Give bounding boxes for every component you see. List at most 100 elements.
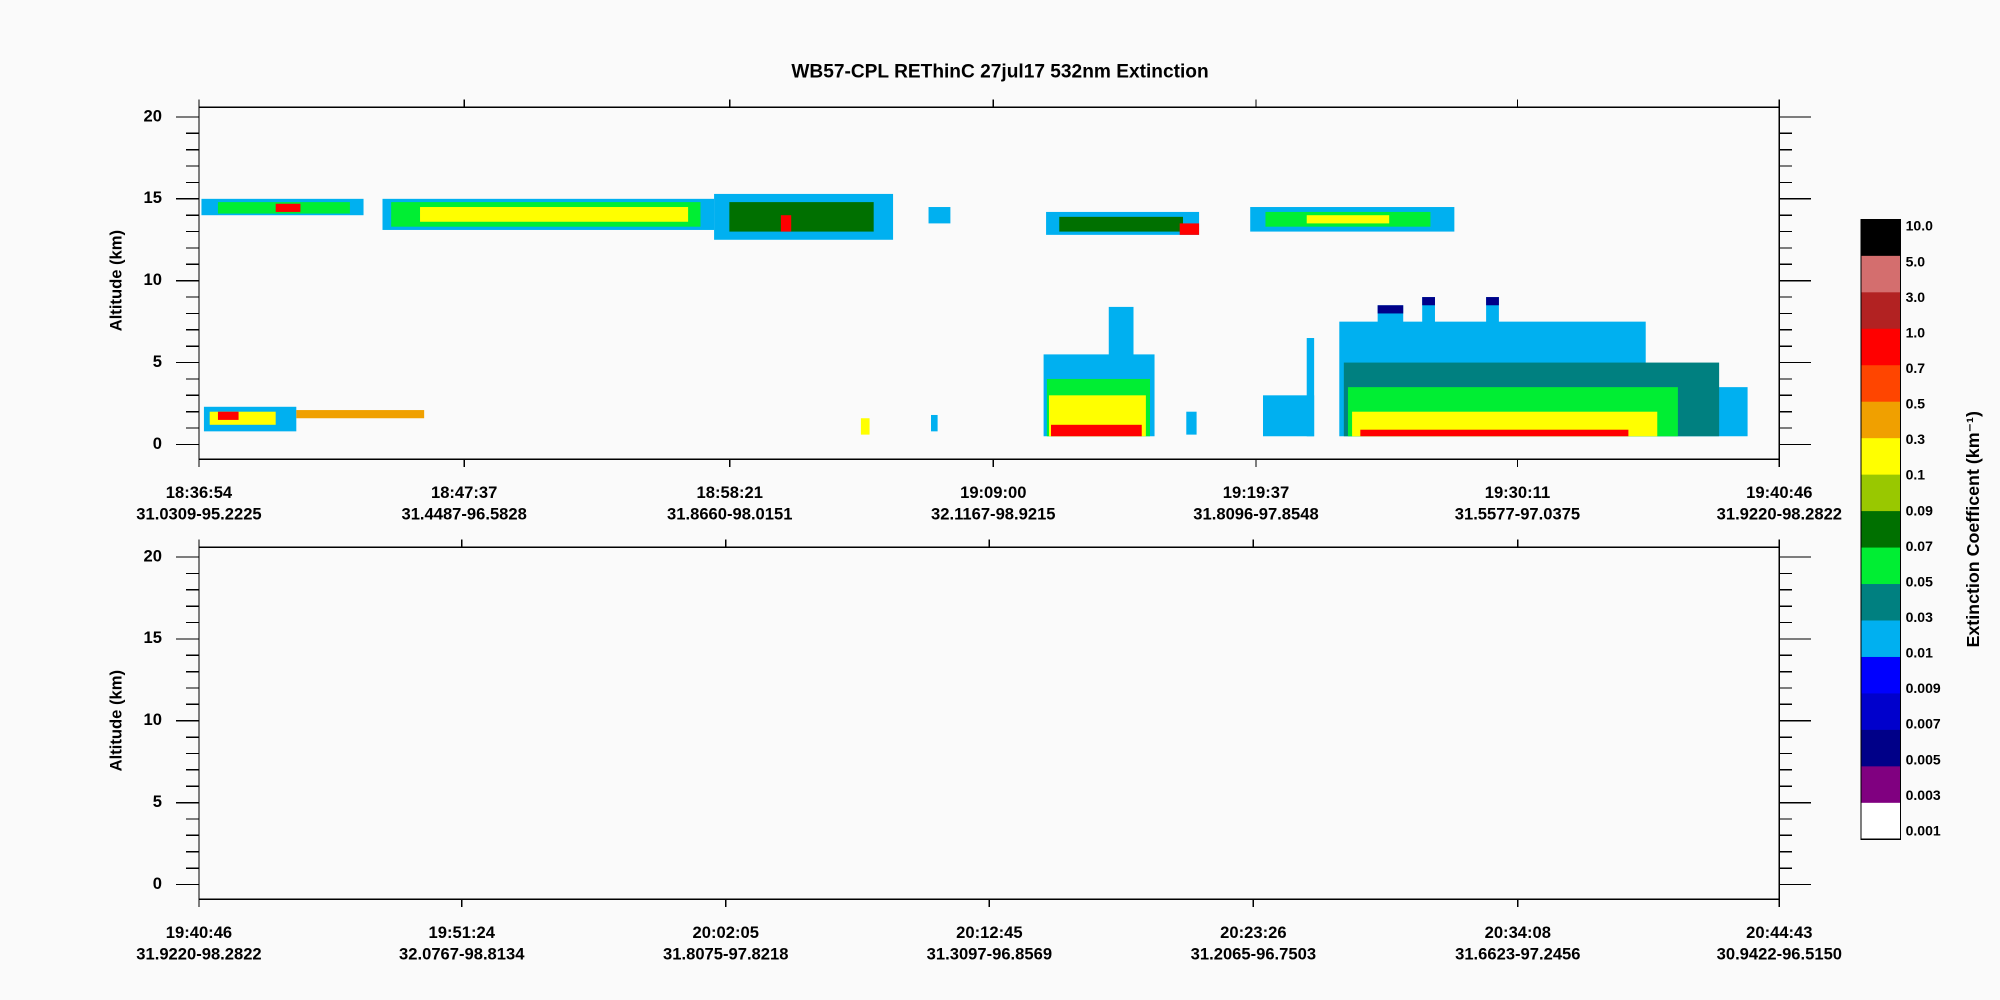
colorbar-label: 3.0 <box>1906 289 1926 305</box>
x-location-label: 31.8075-97.8218 <box>663 945 788 964</box>
x-tick-label: 20:44:43 <box>1746 923 1812 942</box>
colorbar-band <box>1860 219 1901 257</box>
extinction-cell <box>1262 395 1315 437</box>
extinction-cell <box>931 414 938 432</box>
colorbar-band <box>1860 584 1901 622</box>
colorbar-label: 5.0 <box>1906 253 1926 269</box>
extinction-cell <box>1051 424 1142 437</box>
chart-title: WB57-CPL REThinC 27jul17 532nm Extinctio… <box>791 62 1208 83</box>
colorbar-frame <box>1860 218 1902 840</box>
colorbar-band <box>1860 438 1901 476</box>
colorbar-label: 0.3 <box>1906 431 1926 447</box>
colorbar-band <box>1860 766 1901 804</box>
colorbar-band <box>1860 328 1901 366</box>
x-location-label: 31.8660-98.0151 <box>667 505 792 524</box>
colorbar-label: 0.05 <box>1906 573 1933 589</box>
extinction-cell <box>1186 411 1197 435</box>
colorbar-label: 0.09 <box>1906 502 1933 518</box>
colorbar-band <box>1860 547 1901 585</box>
colorbar-band <box>1860 365 1901 403</box>
colorbar-band <box>1860 656 1901 695</box>
extinction-cell <box>1360 429 1629 437</box>
y-tick-label: 15 <box>144 188 162 207</box>
y-tick-label: 15 <box>144 628 162 647</box>
x-location-label: 31.6623-97.2456 <box>1455 945 1580 964</box>
x-location-label: 31.0309-95.2225 <box>136 505 261 524</box>
extinction-cell <box>1059 216 1183 232</box>
x-location-label: 30.9422-96.5150 <box>1717 945 1842 964</box>
colorbar-band <box>1860 292 1901 330</box>
colorbar-band <box>1860 729 1901 767</box>
colorbar-label: 0.007 <box>1906 716 1941 732</box>
colorbar-band <box>1860 620 1901 658</box>
colorbar-band <box>1860 401 1901 439</box>
colorbar-label: 0.7 <box>1906 360 1926 376</box>
plot-frame <box>198 546 1780 900</box>
colorbar-label: 0.001 <box>1906 822 1941 838</box>
y-tick-label: 5 <box>153 352 162 371</box>
x-tick-label: 19:19:37 <box>1223 483 1289 502</box>
x-location-label: 31.9220-98.2822 <box>136 945 261 964</box>
y-tick-label: 20 <box>144 106 162 125</box>
x-tick-label: 19:09:00 <box>960 483 1026 502</box>
y-tick-label: 5 <box>153 792 162 811</box>
x-location-label: 31.9220-98.2822 <box>1717 505 1842 524</box>
colorbar-band <box>1860 511 1901 549</box>
y-tick-label: 10 <box>144 270 162 289</box>
y-tick-label: 0 <box>153 874 162 893</box>
colorbar-label: 1.0 <box>1906 324 1926 340</box>
x-tick-label: 18:36:54 <box>166 483 233 502</box>
y-axis-label: Altitude (km) <box>107 670 126 771</box>
x-tick-label: 20:34:08 <box>1485 923 1551 942</box>
extinction-cell <box>1179 223 1200 235</box>
colorbar-title: Extinction Coefficent (km⁻¹) <box>1963 411 1983 647</box>
colorbar-band <box>1860 474 1901 512</box>
y-tick-label: 0 <box>153 434 162 453</box>
x-tick-label: 19:51:24 <box>429 923 496 942</box>
x-tick-label: 18:47:37 <box>431 483 497 502</box>
x-tick-label: 19:40:46 <box>1746 483 1812 502</box>
extinction-cell <box>860 418 870 435</box>
y-tick-label: 10 <box>144 710 162 729</box>
colorbar-label: 10.0 <box>1906 218 1933 234</box>
colorbar-band <box>1860 802 1901 840</box>
x-tick-label: 18:58:21 <box>697 483 763 502</box>
x-tick-label: 20:12:45 <box>956 923 1022 942</box>
extinction-cell <box>780 215 792 232</box>
extinction-cell <box>729 202 874 232</box>
x-tick-label: 20:02:05 <box>693 923 759 942</box>
extinction-cell <box>217 411 239 420</box>
colorbar-label: 0.009 <box>1906 680 1941 696</box>
extinction-cell <box>1306 338 1315 437</box>
x-location-label: 31.5577-97.0375 <box>1455 505 1580 524</box>
colorbar-band <box>1860 255 1901 293</box>
extinction-cell <box>420 207 689 222</box>
colorbar-label: 0.07 <box>1906 538 1933 554</box>
colorbar-label: 0.5 <box>1906 396 1926 412</box>
colorbar-label: 0.03 <box>1906 609 1933 625</box>
extinction-cell <box>1306 215 1390 224</box>
y-axis-label: Altitude (km) <box>107 230 126 331</box>
colorbar-label: 0.01 <box>1906 645 1933 661</box>
y-tick-label: 20 <box>144 546 162 565</box>
x-location-label: 32.1167-98.9215 <box>931 505 1055 524</box>
x-location-label: 31.3097-96.8569 <box>927 945 1052 964</box>
extinction-cell <box>275 203 301 212</box>
x-tick-label: 20:23:26 <box>1220 923 1286 942</box>
x-location-label: 31.2065-96.7503 <box>1191 945 1316 964</box>
extinction-cell <box>1486 297 1499 306</box>
x-location-label: 31.4487-96.5828 <box>401 505 526 524</box>
extinction-cell <box>296 410 425 419</box>
x-tick-label: 19:30:11 <box>1485 483 1550 502</box>
extinction-cell <box>1377 305 1404 314</box>
x-location-label: 31.8096-97.8548 <box>1193 505 1318 524</box>
plot-frame <box>198 106 1780 460</box>
colorbar-label: 0.003 <box>1906 787 1941 803</box>
colorbar-label: 0.1 <box>1906 467 1926 483</box>
x-tick-label: 19:40:46 <box>166 923 232 942</box>
x-location-label: 32.0767-98.8134 <box>399 945 525 964</box>
extinction-cell <box>928 207 951 224</box>
panel <box>201 193 1748 437</box>
extinction-cell <box>1422 297 1435 306</box>
